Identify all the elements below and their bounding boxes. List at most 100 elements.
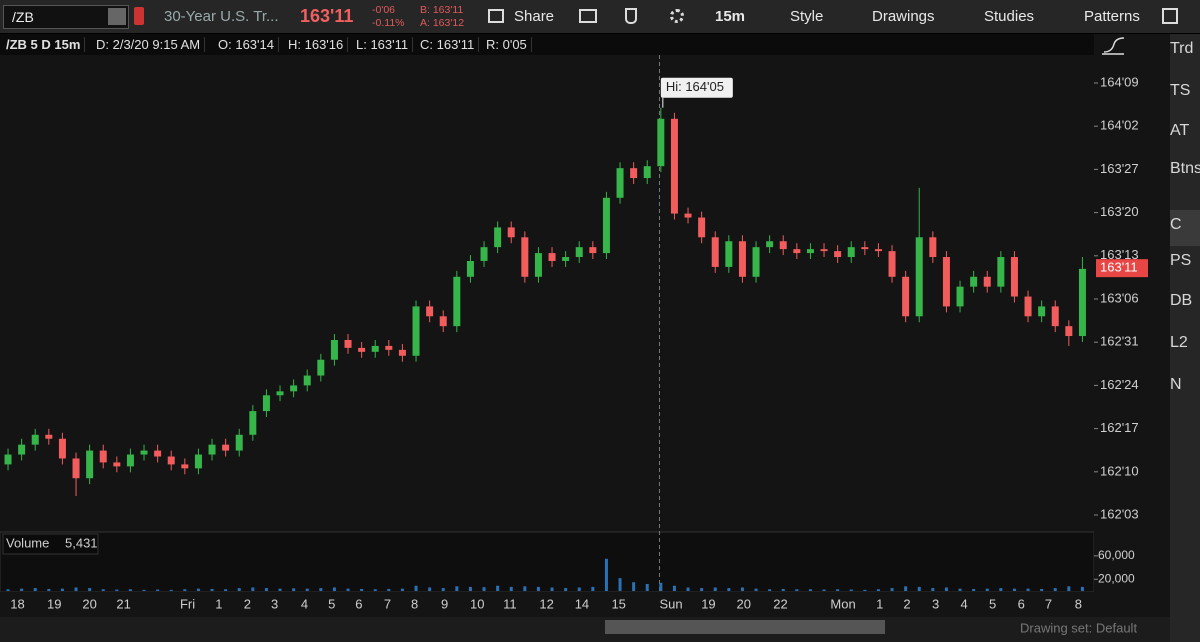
x-tick-label: 5 — [989, 596, 996, 611]
side-tab[interactable]: C — [1170, 210, 1200, 246]
volume-bar — [346, 588, 350, 591]
style-button[interactable]: Style — [790, 8, 824, 25]
x-tick-label: Mon — [830, 596, 855, 611]
share-icon[interactable] — [488, 9, 504, 23]
x-tick-label: 4 — [301, 596, 308, 611]
volume-bar — [387, 588, 391, 591]
dropdown[interactable] — [108, 8, 126, 25]
candle-body — [983, 276, 991, 287]
x-tick-label: 20 — [737, 596, 751, 611]
candle-body — [929, 237, 937, 258]
x-tick-label: 6 — [1018, 596, 1025, 611]
x-tick-label: 22 — [773, 596, 787, 611]
candle-body — [194, 454, 202, 469]
candle-body — [589, 247, 597, 254]
volume-bar — [727, 588, 731, 591]
candle-body — [45, 434, 53, 439]
notes-icon[interactable] — [579, 9, 597, 23]
y-tick-label: 162'24 — [1100, 377, 1139, 392]
x-tick-label: 1 — [876, 596, 883, 611]
volume-bar — [958, 588, 962, 591]
drawing-set[interactable]: Drawing set: Default — [1020, 620, 1137, 635]
x-tick-label: Sun — [659, 596, 682, 611]
side-tab[interactable]: L2 — [1170, 334, 1188, 351]
side-tab[interactable]: Trd — [1170, 40, 1194, 57]
candle-body — [888, 251, 896, 277]
candle-body — [507, 227, 515, 238]
volume-bar — [509, 586, 513, 591]
share-button[interactable]: Share — [514, 8, 555, 25]
candle-body — [847, 247, 855, 258]
side-tab[interactable]: Btns — [1170, 160, 1200, 177]
volume-bar — [917, 586, 921, 591]
side-tab[interactable]: AT — [1170, 122, 1190, 139]
candle-body — [521, 237, 529, 277]
alert-icon[interactable] — [134, 7, 144, 25]
last-price: 163'11 — [300, 6, 354, 26]
volume-bar — [931, 588, 935, 591]
volume-bar — [659, 582, 663, 591]
x-tick-label: 1 — [215, 596, 222, 611]
candle-body — [562, 257, 570, 261]
time-axis — [0, 592, 1170, 616]
hi-label-box — [660, 77, 733, 98]
y-tick-label: 163'27 — [1100, 161, 1139, 176]
volume-bar — [128, 589, 132, 591]
volume-bar — [74, 587, 78, 591]
volume-bar — [577, 587, 581, 591]
volume-bar — [332, 587, 336, 591]
candle-body — [222, 444, 230, 451]
candle-body — [670, 118, 678, 214]
candle-body — [494, 227, 502, 248]
x-tick-label: 3 — [932, 596, 939, 611]
volume-bar — [400, 588, 404, 591]
volume-bar — [20, 588, 24, 591]
symbol-box[interactable]: /ZB — [3, 5, 129, 29]
scroll-thumb[interactable] — [605, 620, 885, 634]
last-price-tag — [1096, 259, 1148, 278]
x-tick-label: 4 — [961, 596, 968, 611]
flask-icon[interactable] — [625, 8, 637, 24]
side-tabs: Trd TS AT Btns C PS DB L2 N — [1170, 34, 1200, 642]
scrollbar[interactable] — [0, 617, 1170, 642]
volume-bar — [1080, 586, 1084, 591]
x-tick-label: 8 — [1075, 596, 1082, 611]
candle-body — [303, 375, 311, 386]
volume-bar — [686, 587, 690, 591]
more-icon[interactable] — [1162, 8, 1178, 24]
candle-body — [126, 454, 134, 467]
volume-bar — [645, 583, 649, 591]
drawings-button[interactable]: Drawings — [872, 8, 935, 25]
volume-bar — [672, 585, 676, 591]
chart-style-icon[interactable] — [1102, 37, 1125, 55]
pct-change: -0.11% — [372, 17, 405, 29]
side-tab[interactable]: PS — [1170, 252, 1192, 269]
side-tab[interactable]: N — [1170, 376, 1182, 393]
symbol[interactable]: /ZB — [12, 9, 34, 25]
side-tab[interactable]: DB — [1170, 292, 1193, 309]
volume-bar — [441, 588, 445, 591]
settings-icon[interactable] — [670, 9, 684, 23]
candle-body — [534, 253, 542, 277]
x-tick-label: 14 — [575, 596, 589, 611]
candle-body — [738, 241, 746, 277]
candle-body — [684, 213, 692, 218]
candle-body — [874, 249, 882, 252]
side-tab[interactable]: TS — [1170, 82, 1191, 99]
x-tick-label: 8 — [411, 596, 418, 611]
candle-body — [154, 450, 162, 457]
x-tick-label: 18 — [10, 596, 24, 611]
volume-bar — [468, 586, 472, 591]
x-tick-label: 9 — [441, 596, 448, 611]
volume-bar — [768, 589, 772, 591]
patterns-button[interactable]: Patterns — [1084, 8, 1140, 25]
candle-body — [72, 458, 80, 479]
x-tick-label: 7 — [1045, 596, 1052, 611]
info-item: H: 163'16 — [288, 37, 349, 52]
interval-button[interactable]: 15m — [715, 8, 746, 25]
studies-button[interactable]: Studies — [984, 8, 1035, 25]
candle-body — [630, 168, 638, 179]
hi-label: Hi: 164'05 — [666, 79, 724, 94]
volume-bar — [700, 588, 704, 591]
candle-body — [766, 241, 774, 248]
